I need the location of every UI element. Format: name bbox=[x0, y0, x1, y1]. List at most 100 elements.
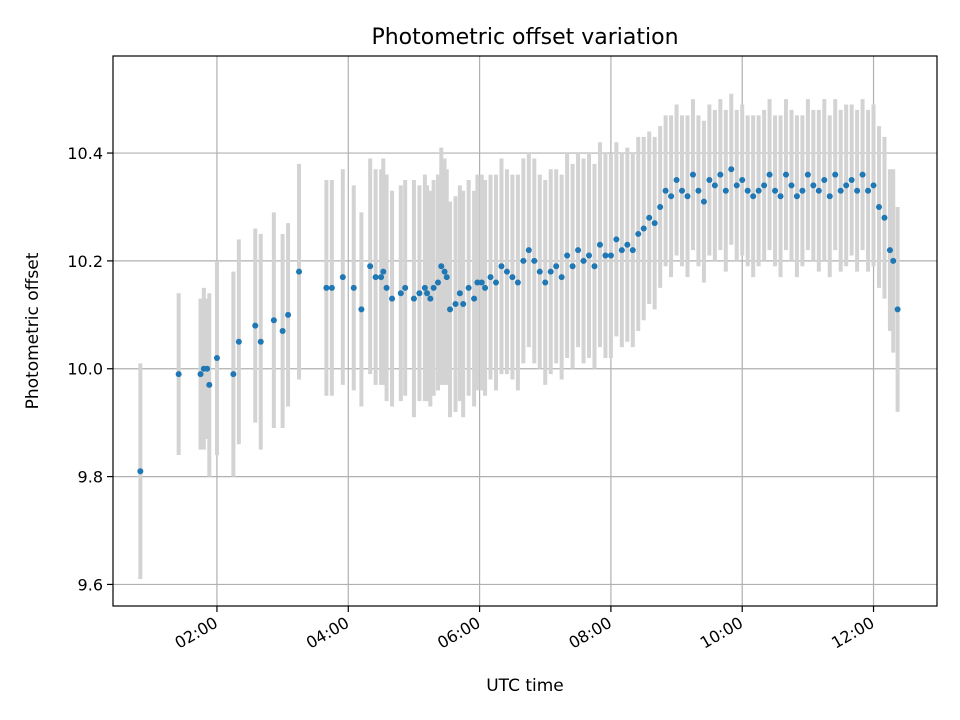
data-point bbox=[474, 279, 481, 286]
data-point bbox=[772, 187, 779, 194]
chart-title: Photometric offset variation bbox=[371, 25, 678, 50]
data-point bbox=[542, 279, 549, 286]
data-point bbox=[547, 268, 554, 275]
data-point bbox=[854, 187, 861, 194]
y-tick-label: 10.2 bbox=[67, 252, 103, 271]
data-point bbox=[859, 171, 866, 178]
data-point bbox=[137, 468, 144, 475]
data-point bbox=[651, 220, 658, 227]
data-point bbox=[635, 230, 642, 237]
data-point bbox=[460, 301, 467, 308]
data-point bbox=[416, 290, 423, 297]
x-tick-label: 04:00 bbox=[303, 613, 352, 653]
data-point bbox=[175, 371, 182, 378]
data-point bbox=[766, 171, 773, 178]
data-point bbox=[607, 252, 614, 259]
data-point bbox=[447, 306, 454, 313]
data-point bbox=[257, 338, 264, 345]
data-point bbox=[452, 301, 459, 308]
data-point bbox=[503, 268, 510, 275]
data-point bbox=[750, 193, 757, 200]
data-point bbox=[410, 295, 417, 302]
data-point bbox=[197, 371, 204, 378]
data-point bbox=[296, 268, 303, 275]
data-point bbox=[421, 284, 428, 291]
data-point bbox=[618, 247, 625, 254]
data-point bbox=[389, 295, 396, 302]
data-point bbox=[821, 177, 828, 184]
data-point bbox=[380, 268, 387, 275]
data-point bbox=[657, 203, 664, 210]
data-point bbox=[204, 365, 211, 372]
data-point bbox=[711, 182, 718, 189]
data-point bbox=[367, 263, 374, 270]
data-point bbox=[435, 279, 442, 286]
data-point bbox=[722, 187, 729, 194]
data-point bbox=[662, 187, 669, 194]
data-point bbox=[564, 252, 571, 259]
data-point bbox=[700, 198, 707, 205]
data-point bbox=[804, 171, 811, 178]
data-point bbox=[881, 214, 888, 221]
data-point bbox=[514, 279, 521, 286]
data-point bbox=[230, 371, 237, 378]
data-point bbox=[799, 187, 806, 194]
data-point bbox=[456, 290, 463, 297]
data-point bbox=[438, 263, 445, 270]
data-point bbox=[350, 284, 357, 291]
data-point bbox=[339, 274, 346, 281]
data-point bbox=[739, 177, 746, 184]
x-tick-label: 12:00 bbox=[828, 613, 877, 653]
data-point bbox=[441, 268, 448, 275]
data-point bbox=[553, 263, 560, 270]
y-tick-label: 9.8 bbox=[78, 468, 103, 487]
data-point bbox=[285, 311, 292, 318]
data-point bbox=[383, 284, 390, 291]
data-point bbox=[525, 247, 532, 254]
data-point bbox=[848, 177, 855, 184]
data-point bbox=[580, 257, 587, 264]
data-point bbox=[575, 247, 582, 254]
data-point bbox=[596, 241, 603, 248]
data-point bbox=[624, 241, 631, 248]
data-point bbox=[744, 187, 751, 194]
data-point bbox=[443, 274, 450, 281]
data-point bbox=[870, 182, 877, 189]
x-tick-label: 06:00 bbox=[434, 613, 483, 653]
data-point bbox=[358, 306, 365, 313]
y-tick-label: 10.0 bbox=[67, 360, 103, 379]
data-points bbox=[137, 166, 901, 475]
x-axis-label: UTC time bbox=[486, 676, 564, 696]
data-point bbox=[886, 247, 893, 254]
data-point bbox=[482, 284, 489, 291]
data-point bbox=[397, 290, 404, 297]
data-point bbox=[640, 225, 647, 232]
data-point bbox=[689, 171, 696, 178]
data-point bbox=[728, 166, 735, 173]
data-point bbox=[782, 171, 789, 178]
plot-frame bbox=[112, 55, 938, 607]
data-point bbox=[509, 274, 516, 281]
y-axis-label: Photometric offset bbox=[23, 252, 43, 409]
data-point bbox=[569, 263, 576, 270]
data-point bbox=[668, 193, 675, 200]
data-point bbox=[876, 203, 883, 210]
data-point bbox=[793, 193, 800, 200]
data-point bbox=[629, 247, 636, 254]
y-axis-ticks: 9.6 9.8 10.0 10.2 10.4 bbox=[67, 144, 113, 594]
data-point bbox=[586, 252, 593, 259]
data-point bbox=[788, 182, 795, 189]
data-point bbox=[279, 328, 286, 334]
data-point bbox=[323, 284, 330, 291]
data-point bbox=[777, 193, 784, 200]
data-point bbox=[591, 263, 598, 270]
data-point bbox=[695, 187, 702, 194]
data-point bbox=[427, 295, 434, 302]
data-point bbox=[270, 317, 277, 324]
data-point bbox=[706, 177, 713, 184]
data-point bbox=[493, 279, 500, 286]
data-point bbox=[890, 257, 897, 264]
data-point bbox=[252, 322, 259, 329]
data-point bbox=[531, 257, 538, 264]
